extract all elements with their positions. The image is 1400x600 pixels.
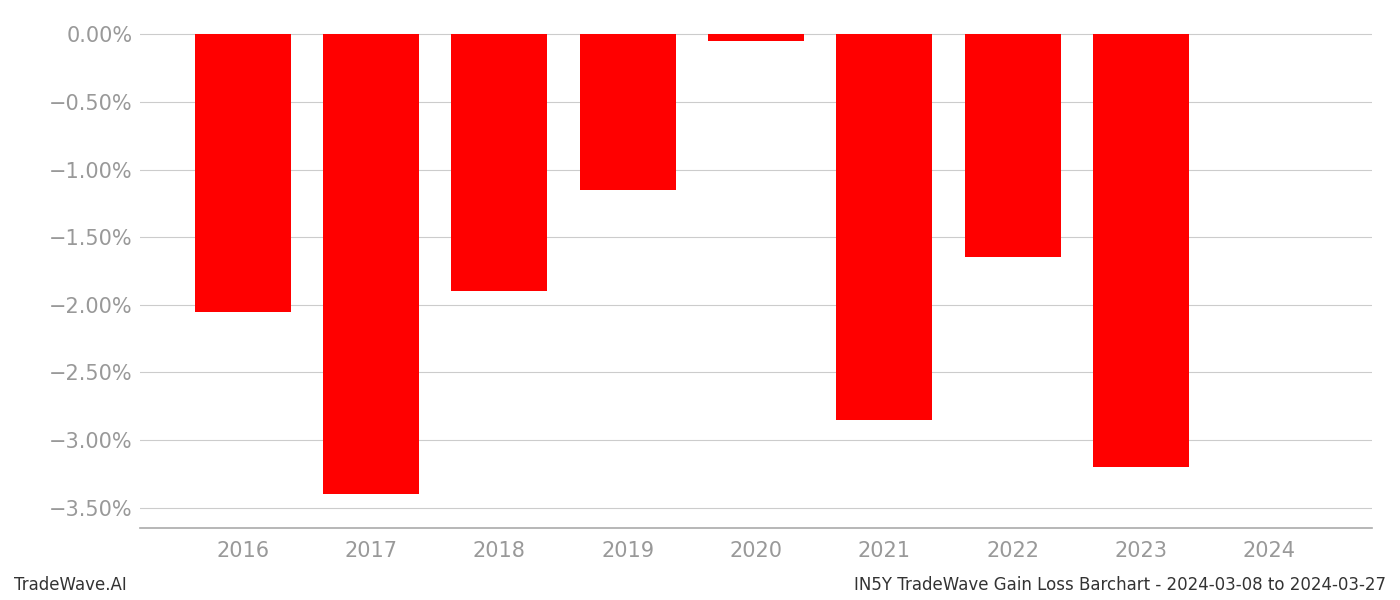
Bar [965,34,1061,257]
Bar [195,34,291,311]
Bar [451,34,547,291]
Bar [323,34,419,494]
Bar [1093,34,1189,467]
Bar [836,34,932,420]
Bar [708,34,804,41]
Bar [580,34,676,190]
Text: TradeWave.AI: TradeWave.AI [14,576,127,594]
Text: IN5Y TradeWave Gain Loss Barchart - 2024-03-08 to 2024-03-27: IN5Y TradeWave Gain Loss Barchart - 2024… [854,576,1386,594]
